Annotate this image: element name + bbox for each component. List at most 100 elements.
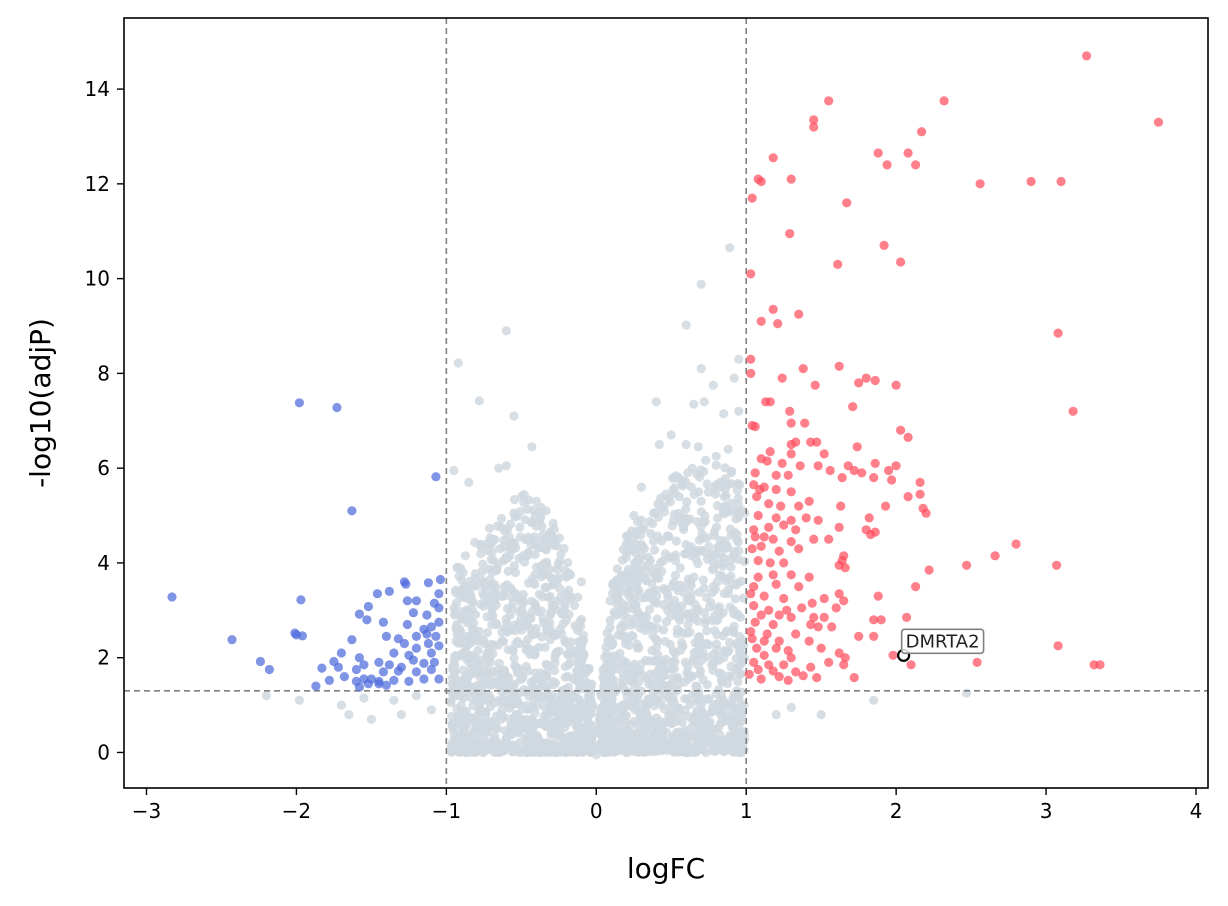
up-point — [842, 198, 852, 208]
cloud-point — [553, 559, 563, 569]
down-point — [354, 682, 364, 692]
cloud-point — [496, 513, 507, 524]
up-point — [765, 558, 775, 568]
down-point — [434, 641, 444, 651]
nonsig-point — [411, 691, 421, 701]
up-point — [783, 675, 793, 686]
cloud-point — [581, 667, 591, 678]
cloud-point — [519, 490, 529, 500]
cloud-point — [478, 588, 488, 599]
cloud-point — [559, 565, 570, 575]
cloud-point — [512, 695, 522, 705]
down-point — [434, 589, 444, 599]
cloud-point — [536, 719, 546, 729]
cloud-point — [670, 483, 680, 493]
up-point — [804, 636, 814, 646]
cloud-point — [665, 744, 676, 754]
down-point — [347, 506, 357, 516]
up-point — [864, 513, 874, 523]
cloud-point — [707, 564, 718, 575]
cloud-point — [446, 698, 456, 708]
nonsig-point — [681, 733, 691, 743]
up-point — [756, 541, 766, 551]
cloud-point — [469, 682, 479, 692]
cloud-point — [702, 626, 712, 636]
cloud-point — [515, 522, 525, 532]
cloud-point — [508, 646, 518, 656]
cloud-point — [722, 541, 733, 551]
cloud-point — [513, 711, 524, 721]
down-point — [431, 472, 441, 482]
cloud-point — [566, 637, 576, 647]
cloud-point — [686, 723, 696, 733]
cloud-point — [683, 620, 693, 630]
nonsig-point — [651, 740, 661, 751]
cloud-point — [468, 700, 478, 711]
nonsig-point — [962, 688, 972, 698]
cloud-point — [696, 507, 707, 517]
cloud-point — [566, 648, 577, 658]
cloud-point — [636, 530, 646, 540]
axes-frame — [123, 17, 1209, 789]
nonsig-point — [711, 451, 721, 461]
cloud-point — [731, 514, 741, 524]
cloud-point — [531, 562, 542, 572]
y-tick-label: 0 — [97, 740, 110, 764]
up-point — [1153, 117, 1164, 127]
cloud-point — [644, 517, 655, 527]
up-point — [756, 610, 766, 620]
cloud-point — [494, 658, 504, 668]
cloud-point — [621, 718, 631, 728]
nonsig-point — [689, 399, 699, 409]
cloud-point — [550, 743, 561, 753]
cloud-point — [671, 536, 682, 546]
down-point — [339, 672, 349, 682]
cloud-point — [531, 623, 541, 634]
down-point — [408, 655, 418, 665]
nonsig-point — [696, 364, 706, 374]
cloud-point — [681, 504, 691, 514]
cloud-point — [507, 721, 517, 731]
up-point — [869, 631, 879, 642]
cloud-point — [489, 677, 499, 687]
cloud-point — [581, 712, 591, 722]
cloud-point — [701, 639, 711, 649]
up-point — [819, 449, 829, 459]
cloud-point — [599, 747, 609, 758]
up-point — [903, 432, 913, 442]
cloud-point — [501, 614, 511, 624]
cloud-point — [528, 676, 538, 686]
down-point — [426, 648, 436, 658]
up-point — [1095, 660, 1105, 670]
cloud-point — [623, 587, 634, 597]
cloud-point — [643, 729, 654, 740]
cloud-point — [668, 656, 678, 667]
up-point — [854, 631, 864, 642]
down-point — [419, 658, 429, 669]
nonsig-point — [636, 482, 646, 492]
cloud-point — [721, 627, 731, 637]
cloud-point — [707, 587, 717, 598]
series-down-regulated — [167, 398, 445, 692]
nonsig-point — [711, 480, 721, 490]
x-tick-label: 1 — [740, 799, 753, 823]
cloud-point — [670, 570, 681, 581]
up-point — [849, 465, 859, 476]
up-point — [1053, 641, 1063, 651]
cloud-point — [632, 556, 642, 566]
up-point — [759, 482, 769, 492]
cloud-point — [524, 691, 534, 702]
down-point — [363, 601, 373, 612]
cloud-point — [702, 479, 712, 489]
cloud-point — [658, 599, 668, 610]
up-point — [798, 364, 808, 374]
cloud-point — [621, 727, 631, 737]
down-point — [354, 609, 364, 619]
cloud-point — [678, 522, 689, 532]
nonsig-point — [659, 501, 669, 511]
cloud-point — [680, 693, 690, 704]
up-point — [750, 468, 760, 478]
cloud-point — [719, 503, 729, 513]
cloud-point — [454, 624, 465, 634]
up-point — [777, 458, 787, 468]
